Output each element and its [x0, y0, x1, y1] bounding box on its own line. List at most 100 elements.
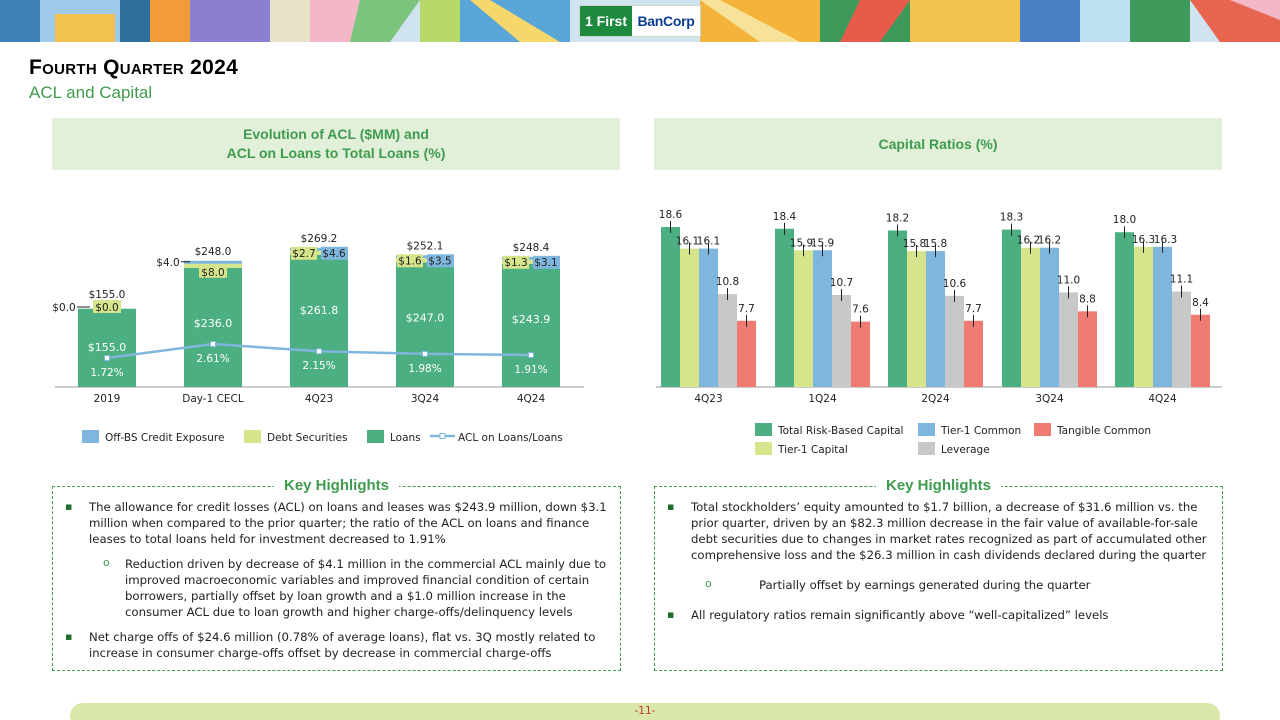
capital-value-label: 7.7 — [965, 303, 982, 315]
acl-bar-loans — [78, 308, 136, 387]
acl-total-label: $252.1 — [407, 240, 444, 252]
capital-bar — [926, 251, 945, 387]
acl-debt-label: $2.7 — [292, 248, 315, 260]
capital-chart-title: Capital Ratios (%) — [654, 118, 1222, 170]
acl-legend-swatch — [367, 430, 384, 443]
acl-offbs-label: $3.1 — [534, 257, 557, 269]
acl-bar-loans — [184, 267, 242, 387]
capital-value-label: 7.7 — [738, 303, 755, 315]
capital-value-label: 8.8 — [1079, 293, 1096, 305]
acl-legend-line-marker — [439, 433, 446, 439]
acl-debt-label: $1.3 — [504, 257, 527, 269]
capital-category-label: 2Q24 — [921, 393, 950, 405]
acl-ratio-label: 1.98% — [408, 363, 441, 375]
acl-ratio-label: 1.91% — [514, 364, 547, 376]
capital-legend-label: Tier-1 Common — [940, 425, 1021, 437]
capital-bar — [775, 228, 794, 387]
capital-bar — [737, 320, 756, 387]
capital-value-label: 11.1 — [1170, 274, 1193, 286]
capital-bar — [1059, 292, 1078, 387]
capital-value-label: 16.3 — [1154, 234, 1177, 246]
acl-ratio-point — [422, 350, 428, 357]
page-title: Fourth Quarter 2024 — [29, 56, 239, 79]
logo-name: BanCorp — [637, 13, 695, 29]
capital-bar — [1078, 311, 1097, 387]
capital-highlights: Key Highlights Total stockholders’ equit… — [654, 477, 1223, 671]
acl-offbs-label-bg — [427, 254, 454, 268]
footer-bar: -11- — [70, 703, 1220, 720]
acl-loans-label: $243.9 — [512, 313, 551, 326]
acl-ratio-label: 2.61% — [196, 353, 229, 365]
header-banner: 1 First BanCorp — [0, 0, 1280, 42]
acl-legend-label: ACL on Loans/Loans — [458, 432, 563, 444]
capital-value-label: 7.6 — [852, 304, 869, 316]
acl-loans-label: $261.8 — [300, 304, 339, 317]
capital-bar — [964, 320, 983, 387]
page-number: -11- — [634, 705, 656, 717]
capital-bar — [794, 250, 813, 387]
capital-bar — [699, 248, 718, 387]
acl-offbs-label: $0.0 — [52, 302, 75, 314]
acl-bar-off-bs — [290, 247, 348, 251]
capital-bar — [1115, 232, 1134, 387]
capital-legend-label: Total Risk-Based Capital — [777, 425, 903, 437]
acl-total-label: $248.0 — [195, 246, 232, 258]
capital-legend-swatch — [755, 442, 772, 455]
capital-bar — [1172, 291, 1191, 387]
capital-legend-swatch — [918, 423, 935, 436]
capital-bar — [832, 294, 851, 387]
capital-category-label: 3Q24 — [1035, 393, 1064, 405]
logo-mark: 1 First — [580, 6, 632, 36]
acl-highlights-title: Key Highlights — [273, 477, 399, 494]
acl-ratio-point — [528, 352, 534, 359]
acl-chart-title-line2: ACL on Loans to Total Loans (%) — [226, 145, 446, 161]
capital-value-label: 15.8 — [903, 238, 926, 250]
acl-bar-loans — [396, 262, 454, 387]
acl-debt-label-bg — [199, 264, 227, 278]
acl-bar-loans — [290, 254, 348, 387]
capital-legend-label: Leverage — [941, 444, 990, 456]
acl-ratio-point — [316, 348, 322, 355]
acl-category-label: 3Q24 — [411, 393, 440, 405]
acl-ratio-label: 1.72% — [90, 367, 123, 379]
acl-total-label: $248.4 — [513, 242, 550, 254]
acl-debt-label: $8.0 — [201, 267, 224, 279]
acl-loans-label: $155.0 — [88, 341, 127, 354]
acl-highlight-subbullet: Reduction driven by decrease of $4.1 mil… — [65, 555, 608, 620]
capital-value-label: 10.6 — [943, 278, 967, 290]
acl-offbs-label: $4.0 — [156, 257, 179, 269]
capital-value-label: 18.3 — [1000, 212, 1023, 224]
capital-highlight-bullet: All regulatory ratios remain significant… — [667, 607, 1210, 623]
capital-bar — [1153, 246, 1172, 387]
capital-value-label: 18.4 — [773, 211, 797, 223]
acl-highlight-bullet: The allowance for credit losses (ACL) on… — [65, 499, 608, 547]
capital-value-label: 10.8 — [716, 276, 739, 288]
acl-chart-title: Evolution of ACL ($MM) and ACL on Loans … — [52, 118, 620, 170]
capital-bar — [813, 250, 832, 387]
capital-value-label: 16.2 — [1017, 235, 1040, 247]
acl-bar-off-bs — [502, 256, 560, 260]
acl-ratio-point — [104, 355, 110, 361]
acl-debt-zero-marker — [93, 300, 121, 313]
capital-value-label: 18.6 — [659, 209, 683, 221]
acl-chart-title-line1: Evolution of ACL ($MM) and — [243, 126, 429, 142]
acl-loans-label: $236.0 — [194, 317, 233, 330]
capital-value-label: 15.8 — [924, 238, 947, 250]
acl-category-label: 2019 — [94, 393, 121, 405]
acl-category-label: 4Q23 — [305, 393, 333, 405]
capital-category-label: 4Q23 — [694, 393, 722, 405]
capital-value-label: 16.2 — [1038, 235, 1061, 247]
capital-highlight-bullet: Total stockholders’ equity amounted to $… — [667, 499, 1210, 563]
capital-category-label: 1Q24 — [808, 393, 837, 405]
capital-value-label: 15.9 — [790, 237, 813, 249]
acl-offbs-label-bg — [321, 246, 348, 260]
acl-total-label: $155.0 — [89, 289, 126, 301]
acl-debt-label: $0.0 — [95, 302, 118, 314]
acl-legend-label: Off-BS Credit Exposure — [105, 432, 224, 444]
acl-legend-swatch — [244, 430, 261, 443]
acl-legend-label: Loans — [390, 432, 421, 444]
capital-value-label: 18.2 — [886, 212, 909, 224]
acl-bar-debt-securities — [396, 258, 454, 263]
capital-highlights-title: Key Highlights — [875, 477, 1001, 494]
